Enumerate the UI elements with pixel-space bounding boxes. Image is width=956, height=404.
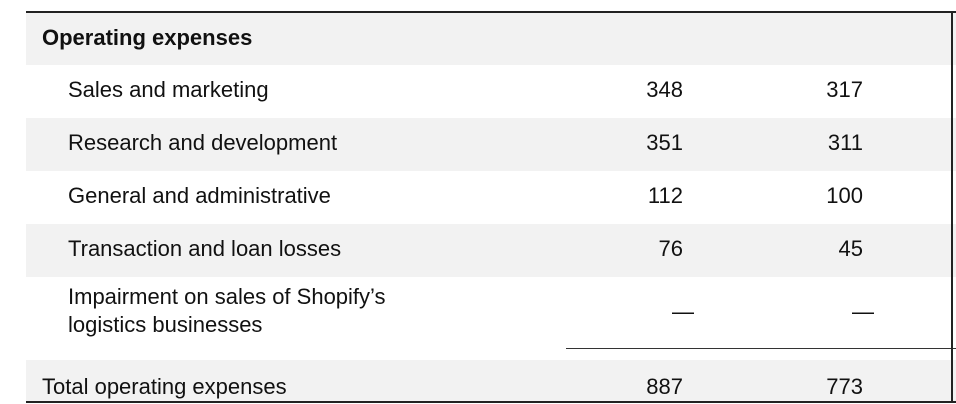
- value-cell: 76: [658, 236, 683, 261]
- bottom-border: [26, 401, 956, 403]
- value-cell: 887: [646, 374, 683, 399]
- row-label: General and administrative: [68, 183, 331, 208]
- total-row: Total operating expenses 887 773: [26, 360, 956, 401]
- value-cell: 351: [646, 130, 683, 155]
- row-label: Sales and marketing: [68, 77, 269, 102]
- table-row: Transaction and loan losses 76 45: [26, 224, 956, 277]
- top-border: [26, 11, 956, 13]
- total-label: Total operating expenses: [42, 374, 287, 399]
- row-label: Research and development: [68, 130, 338, 155]
- value-cell: 348: [646, 77, 683, 102]
- value-cell: —: [672, 299, 694, 324]
- section-title: Operating expenses: [42, 25, 253, 50]
- value-cell: 773: [826, 374, 863, 399]
- row-label: Transaction and loan losses: [68, 236, 342, 261]
- total-rule: [566, 348, 956, 349]
- value-cell: 311: [827, 130, 863, 155]
- value-cell: —: [852, 299, 874, 324]
- table-row: Sales and marketing 348 317: [26, 65, 956, 118]
- value-cell: 45: [838, 236, 863, 261]
- row-label: Impairment on sales of Shopify’s logisti…: [68, 284, 386, 337]
- table-row: General and administrative 112 100: [26, 171, 956, 224]
- table-row: Research and development 351 311: [26, 118, 956, 171]
- value-cell: 112: [647, 183, 683, 208]
- header-row: Operating expenses: [26, 13, 956, 65]
- value-cell: 100: [826, 183, 863, 208]
- right-border: [951, 11, 953, 403]
- table-row: Impairment on sales of Shopify’s logisti…: [26, 277, 956, 360]
- value-cell: 317: [826, 77, 863, 102]
